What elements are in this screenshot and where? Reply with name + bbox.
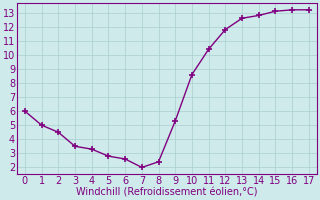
X-axis label: Windchill (Refroidissement éolien,°C): Windchill (Refroidissement éolien,°C) — [76, 187, 258, 197]
